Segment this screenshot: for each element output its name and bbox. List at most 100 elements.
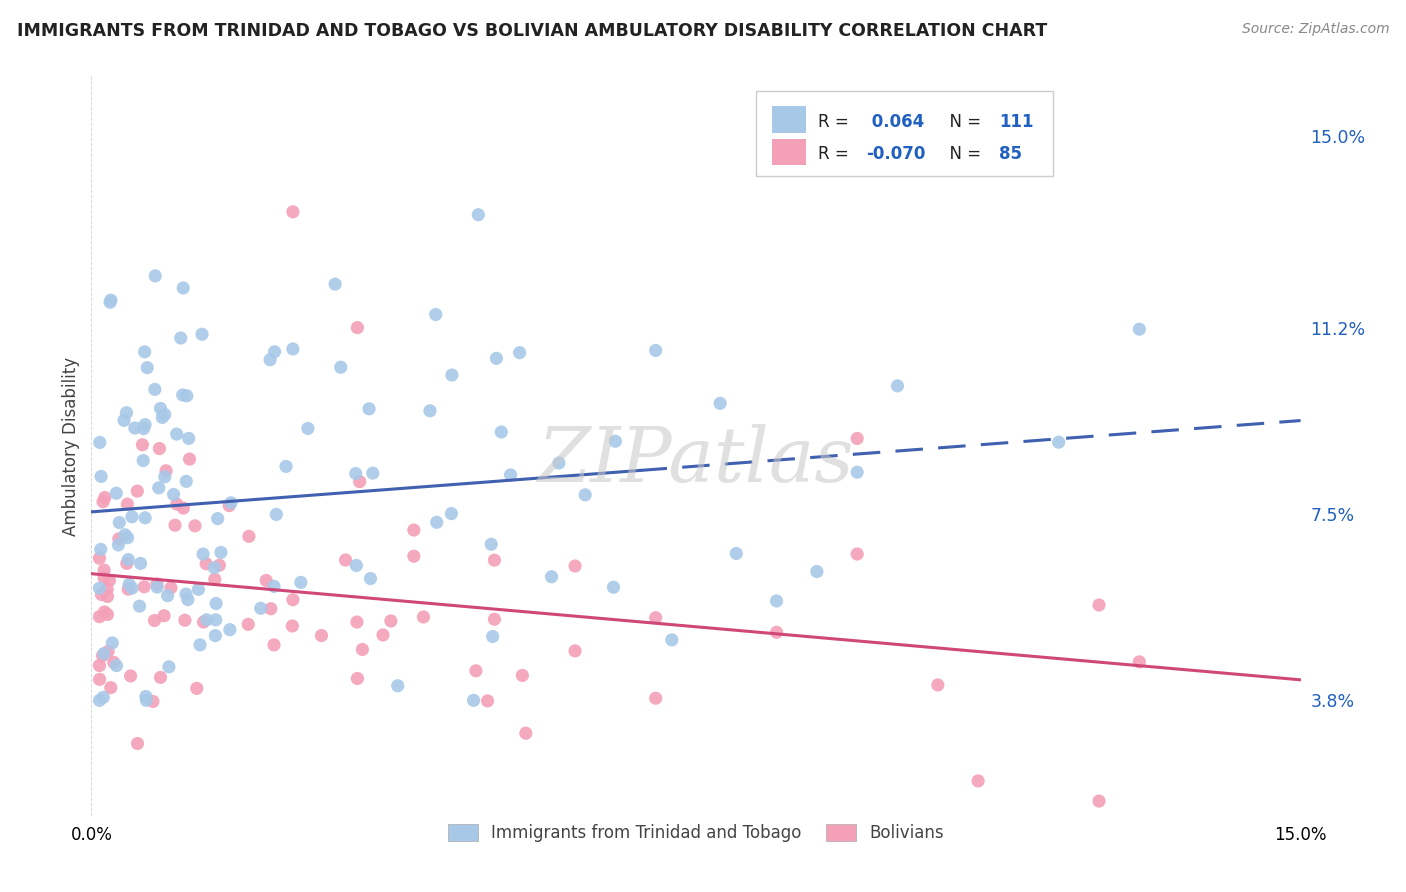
Point [174, 475, 197, 489]
Point [89, 693, 111, 707]
Point [89, 551, 111, 566]
Point [177, 431, 200, 445]
Point [146, 577, 169, 591]
Point [172, 281, 194, 295]
Point [93, 647, 115, 661]
Point [477, 694, 499, 708]
Point [281, 592, 304, 607]
Point [219, 496, 242, 510]
Point [311, 629, 333, 643]
Point [846, 465, 869, 479]
Point [166, 497, 188, 511]
Point [134, 344, 156, 359]
Point [101, 636, 124, 650]
Point [96, 590, 118, 604]
Point [1128, 322, 1150, 336]
Point [661, 632, 683, 647]
Point [254, 574, 277, 588]
Point [846, 547, 869, 561]
Point [605, 434, 627, 449]
Point [100, 681, 122, 695]
Point [121, 509, 143, 524]
FancyBboxPatch shape [756, 91, 1053, 176]
Point [281, 204, 304, 219]
Point [149, 401, 172, 416]
Point [97, 644, 120, 658]
Point [187, 582, 209, 597]
Point [131, 438, 153, 452]
Point [709, 396, 731, 410]
Point [335, 553, 357, 567]
Point [195, 613, 218, 627]
Point [886, 379, 908, 393]
Point [765, 625, 787, 640]
Point [1088, 598, 1111, 612]
Point [93, 563, 115, 577]
Point [146, 580, 169, 594]
Point [107, 532, 129, 546]
Point [238, 617, 260, 632]
Point [135, 690, 157, 704]
Point [564, 559, 586, 574]
Point [127, 737, 149, 751]
Point [148, 481, 170, 495]
Point [149, 670, 172, 684]
Point [124, 421, 146, 435]
Point [297, 421, 319, 435]
Point [207, 511, 229, 525]
Point [96, 582, 118, 597]
Point [259, 352, 281, 367]
Point [174, 587, 197, 601]
Point [94, 491, 117, 505]
Point [157, 660, 180, 674]
Point [134, 580, 156, 594]
Point [479, 537, 502, 551]
Point [160, 581, 183, 595]
Point [93, 571, 115, 585]
Point [162, 487, 184, 501]
Point [344, 558, 367, 573]
Point [380, 614, 402, 628]
Point [172, 501, 194, 516]
Point [419, 404, 441, 418]
Point [260, 601, 283, 615]
Point [136, 360, 159, 375]
Point [191, 327, 214, 342]
Point [290, 575, 312, 590]
Point [153, 608, 176, 623]
Y-axis label: Ambulatory Disability: Ambulatory Disability [62, 357, 80, 535]
Point [134, 417, 156, 432]
Point [135, 693, 157, 707]
Point [499, 467, 522, 482]
Point [117, 497, 139, 511]
Point [170, 331, 193, 345]
Point [352, 642, 374, 657]
Point [644, 691, 666, 706]
Point [548, 456, 571, 470]
Point [98, 574, 121, 588]
Legend: Immigrants from Trinidad and Tobago, Bolivians: Immigrants from Trinidad and Tobago, Bol… [441, 817, 950, 848]
Point [114, 527, 136, 541]
Point [193, 615, 215, 629]
Point [209, 545, 232, 559]
Point [118, 577, 141, 591]
Point [467, 208, 489, 222]
Point [725, 547, 748, 561]
Point [186, 681, 208, 696]
Point [148, 442, 170, 456]
Point [172, 388, 194, 402]
Point [108, 516, 131, 530]
Point [344, 467, 367, 481]
Point [218, 623, 240, 637]
Point [440, 368, 463, 382]
Text: N =: N = [939, 112, 987, 131]
Point [112, 413, 135, 427]
Point [846, 432, 869, 446]
Point [117, 552, 139, 566]
Point [204, 629, 226, 643]
Text: R =: R = [818, 112, 853, 131]
Point [89, 658, 111, 673]
Point [100, 293, 122, 308]
Point [91, 690, 114, 705]
Point [263, 638, 285, 652]
